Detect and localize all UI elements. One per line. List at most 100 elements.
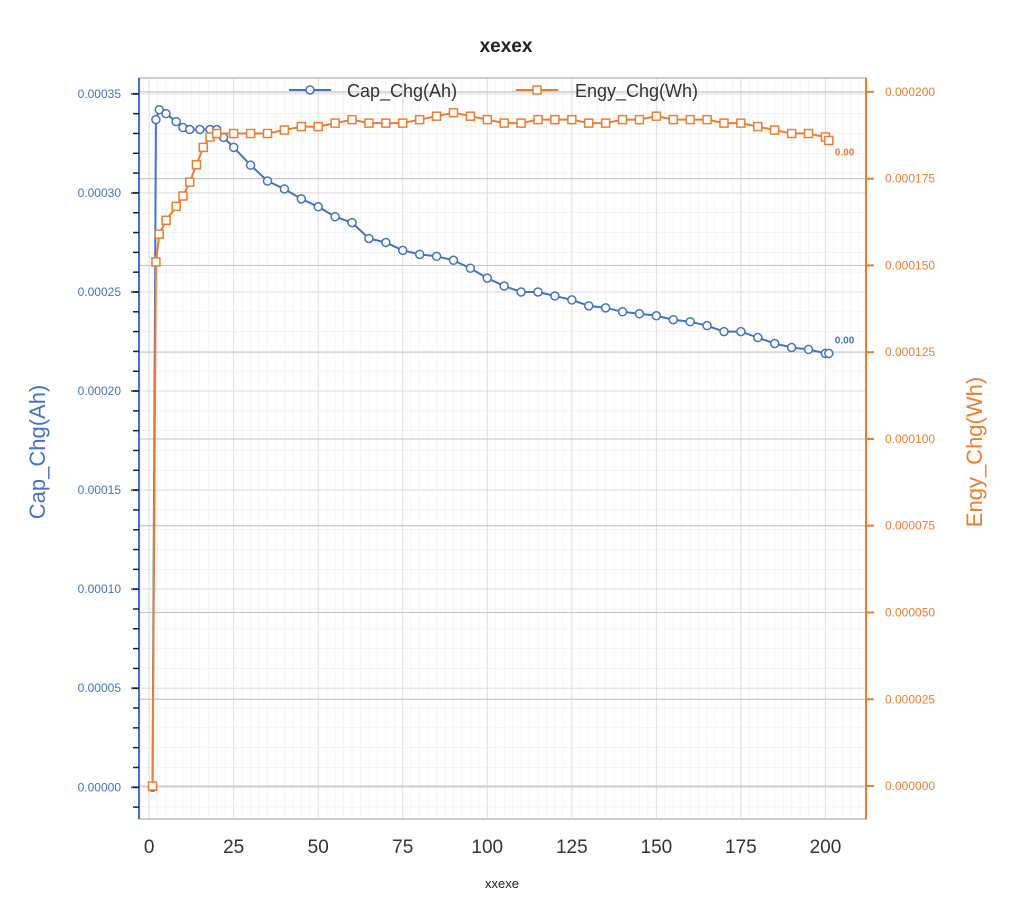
data-point — [753, 121, 763, 132]
data-point — [685, 114, 695, 125]
left-tick-label: 0.00005 — [78, 681, 122, 695]
right-tick-label: 0.000125 — [885, 345, 935, 359]
data-point — [753, 332, 763, 343]
data-point — [191, 160, 202, 170]
right-tick-label: 0.000100 — [885, 432, 935, 446]
data-point — [550, 291, 560, 301]
left-tick-label: 0.00015 — [78, 483, 122, 497]
data-point — [245, 160, 256, 170]
data-point — [516, 287, 526, 297]
x-tick-label: 200 — [810, 837, 842, 858]
right-tick-label: 0.000000 — [885, 779, 935, 793]
data-point — [245, 128, 256, 139]
data-point — [465, 263, 476, 273]
right-axis-ticks: 0.000000 0.000025 0.000050 0.000075 0.000100… — [866, 85, 935, 793]
data-point — [824, 135, 834, 146]
legend-square-marker-icon — [532, 85, 542, 95]
x-tick-label: 25 — [223, 837, 244, 858]
left-tick-label: 0.00010 — [78, 582, 122, 596]
right-tick-label: 0.000150 — [885, 258, 935, 272]
data-point — [668, 114, 679, 125]
data-point — [651, 311, 662, 321]
right-tick-label: 0.000025 — [885, 692, 935, 706]
data-point — [550, 114, 560, 125]
data-point — [583, 301, 594, 311]
data-point — [617, 114, 628, 125]
data-point — [617, 307, 628, 317]
data-point — [184, 124, 195, 135]
series-line-1 — [151, 111, 830, 787]
x-tick-label: 150 — [641, 837, 673, 858]
right-tick-label: 0.000050 — [885, 605, 935, 619]
data-point — [668, 314, 679, 325]
data-point — [769, 338, 780, 349]
data-point — [262, 128, 273, 139]
left-tick-label: 0.00025 — [78, 285, 122, 299]
data-point — [279, 184, 290, 194]
series-line-0 — [151, 108, 829, 788]
left-tick-label: 0.00000 — [78, 780, 122, 794]
data-point — [161, 215, 171, 226]
left-axis-ticks: 0.00000 0.00005 0.00010 0.00015 0.00020 0.000… — [78, 87, 139, 808]
data-point — [431, 111, 442, 121]
data-point — [195, 124, 205, 135]
data-point — [736, 118, 746, 128]
data-point — [347, 114, 357, 125]
x-tick-label: 125 — [556, 837, 588, 858]
data-point — [313, 121, 323, 132]
major-grid — [139, 78, 866, 819]
data-point — [583, 118, 594, 128]
data-point — [330, 211, 340, 222]
data-point — [651, 111, 662, 121]
data-point — [212, 128, 222, 139]
series-end-label: 0.00 — [835, 147, 855, 158]
data-point — [313, 202, 323, 212]
data-point — [198, 142, 208, 153]
data-point — [147, 781, 158, 791]
data-point — [499, 118, 509, 128]
x-axis-label: xxexe — [485, 876, 519, 891]
data-point — [151, 257, 161, 267]
data-point — [600, 118, 611, 128]
x-tick-label: 50 — [308, 837, 329, 858]
data-point — [634, 114, 645, 125]
series-layer: 0.00 0.00 — [147, 104, 855, 793]
data-point — [600, 303, 611, 313]
data-point — [786, 128, 797, 139]
data-point — [381, 118, 391, 128]
data-point — [448, 255, 459, 266]
right-tick-label: 0.000075 — [885, 519, 935, 533]
data-point — [279, 125, 290, 135]
x-tick-label: 100 — [471, 837, 503, 858]
left-tick-label: 0.00020 — [78, 384, 122, 398]
data-point — [448, 107, 459, 118]
data-point — [171, 116, 181, 127]
data-point — [702, 114, 712, 125]
chart-title: xexex — [480, 36, 533, 57]
x-axis-ticks: 0 25 50 75 100 125 150 175 200 — [144, 837, 841, 858]
data-point — [364, 118, 374, 128]
data-point — [296, 194, 307, 204]
data-point — [397, 118, 408, 128]
legend-label-cap: Cap_Chg(Ah) — [347, 81, 457, 102]
data-point — [397, 245, 408, 256]
data-point — [567, 114, 577, 125]
data-point — [364, 233, 374, 244]
data-point — [296, 121, 307, 132]
data-point — [184, 177, 195, 187]
data-point — [431, 251, 442, 262]
data-point — [516, 118, 526, 128]
data-point — [786, 342, 797, 353]
data-point — [803, 128, 814, 139]
data-point — [381, 237, 391, 248]
data-point — [228, 128, 239, 139]
data-point — [634, 309, 645, 319]
data-point — [533, 114, 543, 125]
data-point — [769, 125, 780, 135]
minor-grid — [139, 78, 866, 819]
data-point — [161, 108, 171, 119]
legend: Cap_Chg(Ah) Engy_Chg(Wh) — [289, 81, 698, 102]
legend-label-engy: Engy_Chg(Wh) — [575, 81, 698, 102]
data-point — [803, 344, 814, 355]
